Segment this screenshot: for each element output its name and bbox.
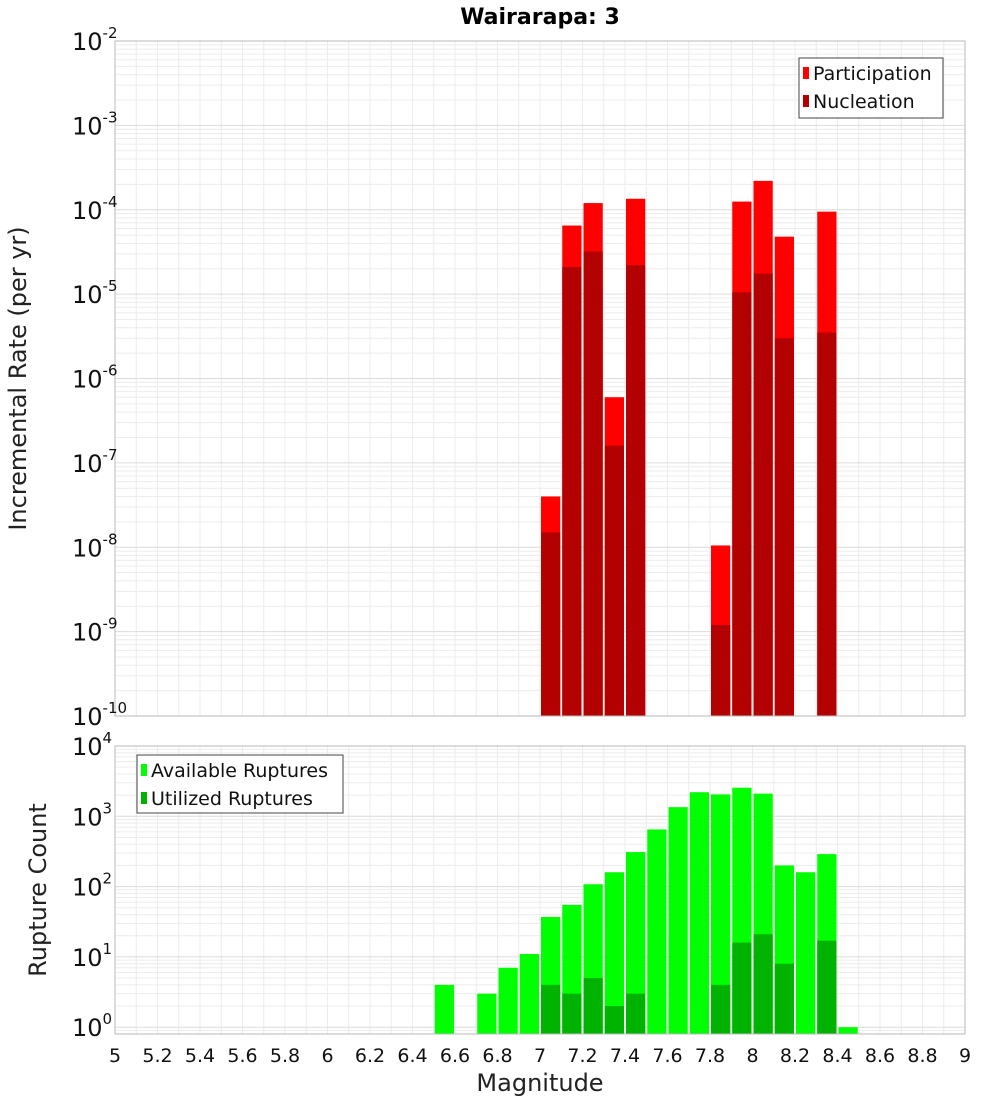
y-tick-label: 101: [72, 940, 112, 972]
x-tick-label: 7: [534, 1045, 546, 1067]
x-axis-label: Magnitude: [476, 1069, 603, 1097]
bar-utilized-ruptures: [753, 934, 773, 1034]
chart-title: Wairarapa: 3: [460, 5, 620, 30]
bar-utilized-ruptures: [817, 940, 837, 1034]
legend-label: Nucleation: [813, 91, 915, 113]
bar-nucleation: [711, 624, 731, 716]
x-tick-label: 7.6: [652, 1045, 682, 1067]
bar-nucleation: [604, 445, 624, 716]
x-tick-label: 5.2: [142, 1045, 172, 1067]
y-tick-label: 10-9: [72, 615, 118, 647]
legend-swatch: [803, 95, 809, 107]
legend-swatch: [141, 792, 147, 804]
bar-available-ruptures: [519, 953, 539, 1034]
bar-nucleation: [753, 273, 773, 716]
x-tick-label: 8.6: [865, 1045, 895, 1067]
bar-nucleation: [562, 266, 582, 716]
legend-swatch: [141, 764, 147, 776]
y-tick-label: 102: [72, 870, 112, 902]
bar-utilized-ruptures: [562, 993, 582, 1034]
x-tick-label: 6.2: [355, 1045, 385, 1067]
plot-frame: [114, 745, 966, 1035]
legend-label: Participation: [813, 63, 932, 85]
bar-available-ruptures: [647, 829, 667, 1034]
bar-nucleation: [541, 532, 561, 716]
y-axis-label-rate: Incremental Rate (per yr): [4, 226, 32, 530]
x-tick-label: 8: [746, 1045, 758, 1067]
bar-available-ruptures: [498, 967, 518, 1034]
rate-panel: 10-10 10-9 10-8 10-7 10-6 10-5 10-4 10-3 10-2 Par…: [72, 24, 966, 731]
y-tick-label: 10-4: [72, 193, 118, 225]
series-nucleation: [541, 251, 837, 716]
x-tick-labels: 5 5.2 5.4 5.6 5.8 6 6.2 6.4 6.6 6.8 7 7.2 7.4 7.6 7.8 8…: [109, 1045, 971, 1067]
x-tick-label: 6: [321, 1045, 333, 1067]
y-axis-label-count: Rupture Count: [24, 803, 52, 977]
y-tick-label: 10-7: [72, 446, 118, 478]
y-tick-label: 10-3: [72, 108, 118, 140]
y-tick-label: 100: [72, 1010, 112, 1042]
legend-box: [798, 57, 944, 119]
legend: Participation Nucleation: [798, 57, 944, 119]
x-tick-label: 6.6: [440, 1045, 470, 1067]
legend-label: Available Ruptures: [151, 760, 328, 782]
x-tick-label: 5: [109, 1045, 121, 1067]
bar-utilized-ruptures: [711, 984, 731, 1034]
bar-available-ruptures: [626, 852, 646, 1034]
x-tick-label: 8.4: [822, 1045, 852, 1067]
y-tick-label: 103: [72, 799, 112, 831]
legend-label: Utilized Ruptures: [151, 788, 313, 810]
legend-box: [136, 754, 344, 814]
bar-available-ruptures: [711, 794, 731, 1034]
bar-utilized-ruptures: [626, 993, 646, 1034]
x-tick-label: 6.4: [397, 1045, 427, 1067]
bar-available-ruptures: [796, 872, 816, 1034]
x-tick-label: 7.4: [610, 1045, 640, 1067]
legend: Available Ruptures Utilized Ruptures: [136, 754, 344, 814]
bar-nucleation: [817, 332, 837, 716]
y-tick-label: 104: [72, 729, 112, 761]
y-tick-label: 10-8: [72, 530, 118, 562]
bar-nucleation: [774, 338, 794, 716]
y-tick-label: 10-6: [72, 362, 118, 394]
y-tick-label: 10-10: [72, 699, 127, 731]
bar-nucleation: [626, 265, 646, 716]
bar-utilized-ruptures: [604, 1006, 624, 1034]
bar-utilized-ruptures: [774, 963, 794, 1034]
bar-available-ruptures: [477, 993, 497, 1034]
grid: [114, 40, 966, 717]
bar-utilized-ruptures: [732, 942, 752, 1034]
legend-swatch: [803, 67, 809, 79]
series-utilized-ruptures: [541, 934, 837, 1034]
x-tick-label: 5.6: [227, 1045, 257, 1067]
bar-available-ruptures: [604, 872, 624, 1034]
x-tick-label: 8.8: [907, 1045, 937, 1067]
y-tick-label: 10-5: [72, 277, 118, 309]
bar-available-ruptures: [838, 1027, 858, 1034]
rupture-count-panel: 100 101 102 103 104 Available Ruptures Utilize…: [72, 729, 966, 1042]
plot-frame: [114, 40, 966, 717]
x-tick-label: 5.8: [270, 1045, 300, 1067]
bar-available-ruptures: [689, 792, 709, 1034]
y-tick-label: 10-2: [72, 24, 118, 56]
bar-available-ruptures: [434, 984, 454, 1034]
x-tick-label: 5.4: [185, 1045, 215, 1067]
bar-nucleation: [732, 292, 752, 716]
x-tick-label: 7.8: [695, 1045, 725, 1067]
x-tick-label: 9: [959, 1045, 971, 1067]
bar-nucleation: [583, 251, 603, 716]
x-tick-label: 8.2: [780, 1045, 810, 1067]
bar-available-ruptures: [668, 807, 688, 1034]
x-tick-label: 7.2: [567, 1045, 597, 1067]
x-tick-label: 6.8: [482, 1045, 512, 1067]
bar-utilized-ruptures: [541, 984, 561, 1034]
bar-utilized-ruptures: [583, 978, 603, 1034]
